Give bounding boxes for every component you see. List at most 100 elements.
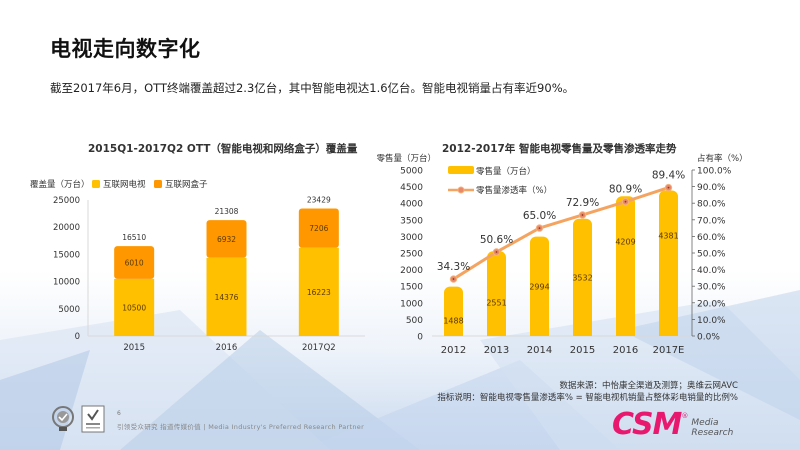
y-tick-label: 15000 bbox=[53, 250, 80, 260]
sales-data-label: 2994 bbox=[529, 282, 549, 291]
left-y-tick-label: 2000 bbox=[400, 266, 423, 276]
bar-segment bbox=[206, 257, 247, 336]
sales-bar bbox=[487, 251, 506, 336]
y-tick-label: 5000 bbox=[58, 305, 80, 315]
footer-tagline: 引领受众研究 指道传媒价值 | Media Industry's Preferr… bbox=[117, 423, 365, 431]
left-y-tick-label: 500 bbox=[406, 316, 423, 326]
sales-bar bbox=[444, 286, 463, 336]
penetration-marker-dot bbox=[452, 278, 455, 280]
penetration-line bbox=[452, 186, 669, 281]
bar-segment bbox=[114, 246, 155, 279]
page-number: 6 bbox=[117, 410, 121, 417]
x-tick-label: 2015 bbox=[123, 343, 145, 353]
total-label: 21308 bbox=[215, 207, 239, 216]
penetration-marker-dot bbox=[667, 186, 670, 189]
sales-bar bbox=[616, 196, 635, 336]
sales-bar bbox=[659, 190, 678, 336]
data-label: 7206 bbox=[309, 224, 328, 233]
penetration-label: 65.0% bbox=[523, 210, 556, 222]
logo-subtitle: Media Research bbox=[691, 418, 734, 438]
legend-swatch-2 bbox=[154, 180, 162, 188]
left-y-axis-label: 零售量（万台） bbox=[376, 153, 436, 164]
penetration-label: 34.3% bbox=[437, 261, 470, 273]
right-y-tick-label: 0.0% bbox=[697, 333, 720, 343]
right-y-tick-label: 30.0% bbox=[697, 283, 726, 293]
total-label: 16510 bbox=[122, 233, 146, 242]
right-y-tick-label: 90.0% bbox=[697, 183, 726, 193]
left-y-tick-label: 5000 bbox=[400, 167, 423, 177]
penetration-label: 80.9% bbox=[609, 184, 642, 196]
metric-note: 指标说明：智能电视零售量渗透率% = 智能电视机销量占整体彩电销量的比例% bbox=[437, 393, 738, 403]
sales-bar-base bbox=[487, 328, 506, 336]
bar-segment bbox=[298, 208, 339, 248]
bar-segment bbox=[114, 278, 155, 336]
chart1-title: 2015Q1-2017Q2 OTT（智能电视和网络盒子）覆盖量 bbox=[88, 143, 358, 155]
penetration-marker-dot bbox=[624, 200, 627, 203]
logo-research: Research bbox=[691, 427, 734, 438]
sales-data-label: 2551 bbox=[486, 299, 506, 308]
legend-label-1: 互联网电视 bbox=[103, 179, 146, 190]
right-y-tick-label: 60.0% bbox=[697, 233, 726, 243]
y-tick-label: 20000 bbox=[53, 223, 80, 233]
data-label: 16223 bbox=[307, 288, 331, 297]
penetration-label: 50.6% bbox=[480, 234, 513, 246]
penetration-marker-dot bbox=[538, 227, 541, 230]
right-y-axis-label: 占有率（%） bbox=[697, 153, 748, 164]
left-y-tick-label: 4500 bbox=[400, 183, 423, 193]
legend-swatch-bar bbox=[448, 166, 474, 174]
y-tick-label: 25000 bbox=[53, 196, 80, 206]
x-tick-label: 2017E bbox=[653, 345, 685, 356]
x-tick-label: 2012 bbox=[441, 345, 466, 356]
sales-data-label: 3532 bbox=[572, 273, 592, 282]
right-y-tick-label: 80.0% bbox=[697, 200, 726, 210]
registered-mark: ® bbox=[681, 412, 689, 420]
x-tick-label: 2013 bbox=[484, 345, 509, 356]
sales-bar-base bbox=[659, 328, 678, 336]
sales-bar-base bbox=[530, 328, 549, 336]
x-tick-label: 2017Q2 bbox=[302, 343, 336, 353]
right-y-tick-label: 100.0% bbox=[697, 167, 732, 177]
right-y-tick-label: 20.0% bbox=[697, 299, 726, 309]
ukas-certificate-icon bbox=[81, 405, 105, 433]
chart2-title: 2012-2017年 智能电视零售量及零售渗透率走势 bbox=[442, 143, 677, 155]
left-y-tick-label: 3000 bbox=[400, 233, 423, 243]
source-note: 数据来源：中怡康全渠道及测算；奥维云网AVC bbox=[559, 381, 738, 391]
y-axis-label: 覆盖量（万台） bbox=[30, 179, 90, 190]
data-label: 6932 bbox=[217, 235, 236, 244]
sales-data-label: 4209 bbox=[615, 237, 635, 246]
bar-segment bbox=[206, 220, 247, 258]
sales-bar bbox=[573, 218, 592, 336]
bar-segment bbox=[298, 247, 339, 336]
sales-data-label: 4381 bbox=[658, 232, 678, 241]
left-y-tick-label: 0 bbox=[417, 333, 423, 343]
right-y-tick-label: 40.0% bbox=[697, 266, 726, 276]
legend-label-line: 零售量渗透率（%） bbox=[476, 185, 552, 196]
y-tick-label: 0 bbox=[75, 332, 80, 342]
page-subtitle: 截至2017年6月，OTT终端覆盖超过2.3亿台，其中智能电视达1.6亿台。智能… bbox=[50, 81, 575, 95]
total-label: 23429 bbox=[307, 196, 331, 205]
left-y-tick-label: 4000 bbox=[400, 200, 423, 210]
sales-data-label: 1488 bbox=[443, 316, 463, 325]
x-tick-label: 2016 bbox=[216, 343, 238, 353]
x-tick-label: 2016 bbox=[613, 345, 638, 356]
csm-logo: CSM ® Media Research bbox=[612, 410, 733, 440]
penetration-marker-dot bbox=[581, 214, 584, 216]
page-title: 电视走向数字化 bbox=[50, 37, 201, 61]
sales-bar bbox=[530, 236, 549, 336]
data-label: 14376 bbox=[215, 293, 239, 302]
left-y-tick-label: 1500 bbox=[400, 283, 423, 293]
legend-label-bar: 零售量（万台） bbox=[476, 166, 536, 177]
right-y-tick-label: 70.0% bbox=[697, 216, 726, 226]
left-y-tick-label: 3500 bbox=[400, 216, 423, 226]
sales-bar-base bbox=[573, 328, 592, 336]
left-y-tick-label: 1000 bbox=[400, 299, 423, 309]
x-tick-label: 2014 bbox=[527, 345, 552, 356]
penetration-label: 89.4% bbox=[652, 170, 685, 182]
right-y-tick-label: 50.0% bbox=[697, 250, 726, 260]
penetration-label: 72.9% bbox=[566, 197, 599, 209]
right-y-tick-label: 10.0% bbox=[697, 316, 726, 326]
y-tick-label: 10000 bbox=[53, 278, 80, 288]
data-label: 6010 bbox=[125, 259, 144, 268]
